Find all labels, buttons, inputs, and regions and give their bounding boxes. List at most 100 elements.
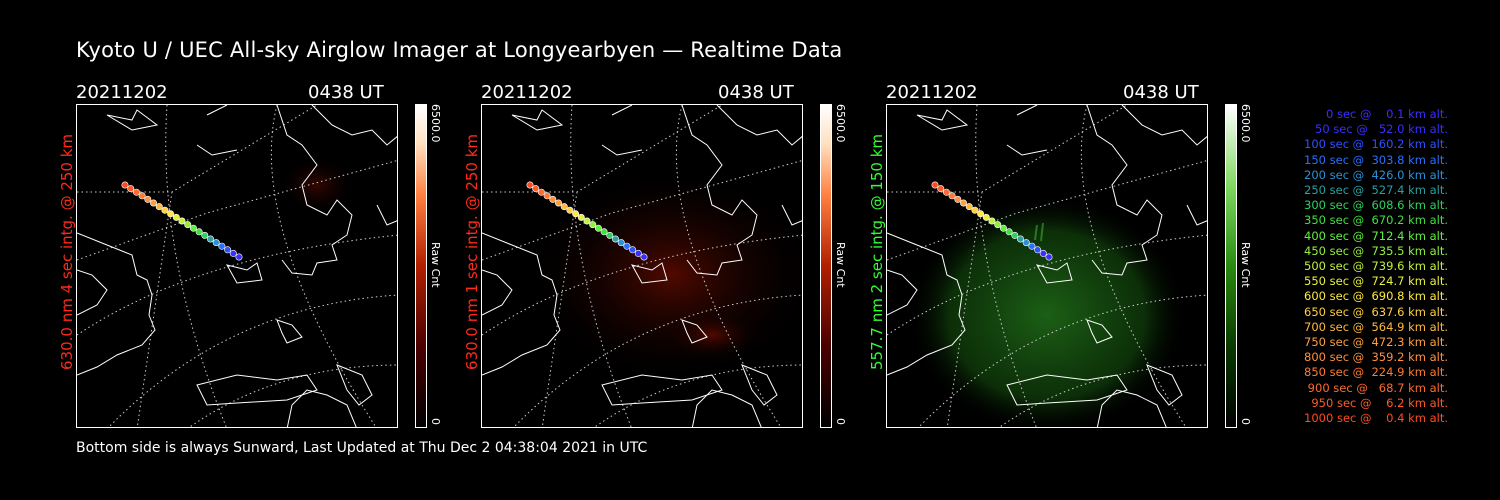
trajectory-point (195, 228, 203, 236)
panel-2-allsky-image (481, 104, 803, 428)
trajectory-point (1017, 235, 1025, 243)
trajectory-point (1011, 231, 1019, 239)
legend-row: 50 sec @ 52.0 km alt. (1307, 122, 1448, 137)
legend-row: 500 sec @ 739.6 km alt. (1300, 259, 1448, 274)
trajectory-point (155, 203, 163, 211)
panel-3-allsky-image (886, 104, 1208, 428)
panel-2-time: 0438 UT (718, 82, 794, 103)
trajectory-point (948, 192, 956, 200)
legend-row: 200 sec @ 426.0 km alt. (1300, 167, 1448, 182)
trajectory-point (1045, 253, 1053, 261)
trajectory-point (207, 235, 215, 243)
panel-1-ylabel: 630.0 nm 4 sec intg. @ 250 km (58, 133, 76, 370)
panel-1-colorbar-max: 6500.0 (429, 104, 442, 143)
coastline (887, 105, 1207, 427)
panel-1-time: 0438 UT (308, 82, 384, 103)
trajectory-point (634, 249, 642, 257)
trajectory-point (640, 253, 648, 261)
trajectory-point (127, 185, 135, 193)
trajectory-point (1039, 249, 1047, 257)
lat-lon-grid (77, 105, 397, 427)
panel-1-date: 20211202 (76, 82, 168, 103)
panel-2-date: 20211202 (481, 82, 573, 103)
legend-row: 700 sec @ 564.9 km alt. (1300, 319, 1448, 334)
trajectory-point (589, 221, 597, 229)
panel-2-colorbar-min: 0 (834, 418, 847, 425)
trajectory-point (577, 213, 585, 221)
panel-3-date: 20211202 (886, 82, 978, 103)
trajectory-point (532, 185, 540, 193)
trajectory-point (623, 242, 631, 250)
legend-row: 800 sec @ 359.2 km alt. (1300, 350, 1448, 365)
trajectory-point (954, 195, 962, 203)
trajectory-track (931, 181, 1053, 261)
panel-3-time: 0438 UT (1123, 82, 1199, 103)
trajectory-point (572, 210, 580, 218)
trajectory-point (931, 181, 939, 189)
trajectory-point (161, 206, 169, 214)
trajectory-track (526, 181, 648, 261)
panel-1-colorbar-min: 0 (429, 418, 442, 425)
trajectory-point (977, 210, 985, 218)
trajectory-point (121, 181, 129, 189)
panel-3-colorbar-max: 6500.0 (1239, 104, 1252, 143)
trajectory-point (971, 206, 979, 214)
lat-lon-grid (887, 105, 1207, 427)
panel-3-colorbar-min: 0 (1239, 418, 1252, 425)
panel-1-allsky-image (76, 104, 398, 428)
trajectory-point (201, 231, 209, 239)
trajectory-point (583, 217, 591, 225)
trajectory-point (999, 224, 1007, 232)
legend-row: 750 sec @ 472.3 km alt. (1300, 335, 1448, 350)
altitude-legend: 0 sec @ 0.1 km alt. 50 sec @ 52.0 km alt… (1258, 107, 1448, 426)
legend-row: 100 sec @ 160.2 km alt. (1300, 137, 1448, 152)
trajectory-point (555, 199, 563, 207)
trajectory-point (612, 235, 620, 243)
trajectory-point (617, 239, 625, 247)
trajectory-point (189, 224, 197, 232)
trajectory-point (566, 206, 574, 214)
trajectory-point (560, 203, 568, 211)
trajectory-point (965, 203, 973, 211)
allsky-map-svg (482, 105, 802, 427)
trajectory-point (1034, 246, 1042, 254)
trajectory-point (1005, 228, 1013, 236)
trajectory-point (526, 181, 534, 189)
legend-row: 250 sec @ 527.4 km alt. (1300, 183, 1448, 198)
trajectory-point (549, 195, 557, 203)
trajectory-point (178, 217, 186, 225)
legend-row: 1000 sec @ 0.4 km alt. (1304, 411, 1448, 426)
coastline (482, 105, 802, 427)
panel-3-ylabel: 557.7 nm 2 sec intg. @ 150 km (868, 133, 886, 370)
trajectory-point (172, 213, 180, 221)
legend-row: 900 sec @ 68.7 km alt. (1304, 380, 1448, 395)
coastline (77, 105, 397, 427)
panel-3-colorbar-label: Raw Cnt (1239, 242, 1252, 288)
legend-row: 300 sec @ 608.6 km alt. (1300, 198, 1448, 213)
legend-row: 950 sec @ 6.2 km alt. (1307, 395, 1448, 410)
trajectory-point (594, 224, 602, 232)
allsky-map-svg (887, 105, 1207, 427)
trajectory-point (224, 246, 232, 254)
trajectory-point (537, 188, 545, 196)
trajectory-point (229, 249, 237, 257)
trajectory-point (937, 185, 945, 193)
page-title: Kyoto U / UEC All-sky Airglow Imager at … (76, 38, 843, 62)
airglow-emission (522, 165, 802, 385)
trajectory-point (235, 253, 243, 261)
trajectory-point (184, 221, 192, 229)
trajectory-point (212, 239, 220, 247)
panel-2-colorbar-label: Raw Cnt (834, 242, 847, 288)
trajectory-point (167, 210, 175, 218)
panel-2-colorbar (820, 104, 832, 428)
airglow-emission (277, 155, 357, 215)
legend-row: 850 sec @ 224.9 km alt. (1300, 365, 1448, 380)
trajectory-point (543, 192, 551, 200)
panel-1-colorbar-label: Raw Cnt (429, 242, 442, 288)
trajectory-point (144, 195, 152, 203)
trajectory-track (121, 181, 243, 261)
footer-note: Bottom side is always Sunward, Last Upda… (76, 440, 648, 456)
trajectory-point (218, 242, 226, 250)
trajectory-point (150, 199, 158, 207)
airglow-emission (907, 195, 1187, 427)
